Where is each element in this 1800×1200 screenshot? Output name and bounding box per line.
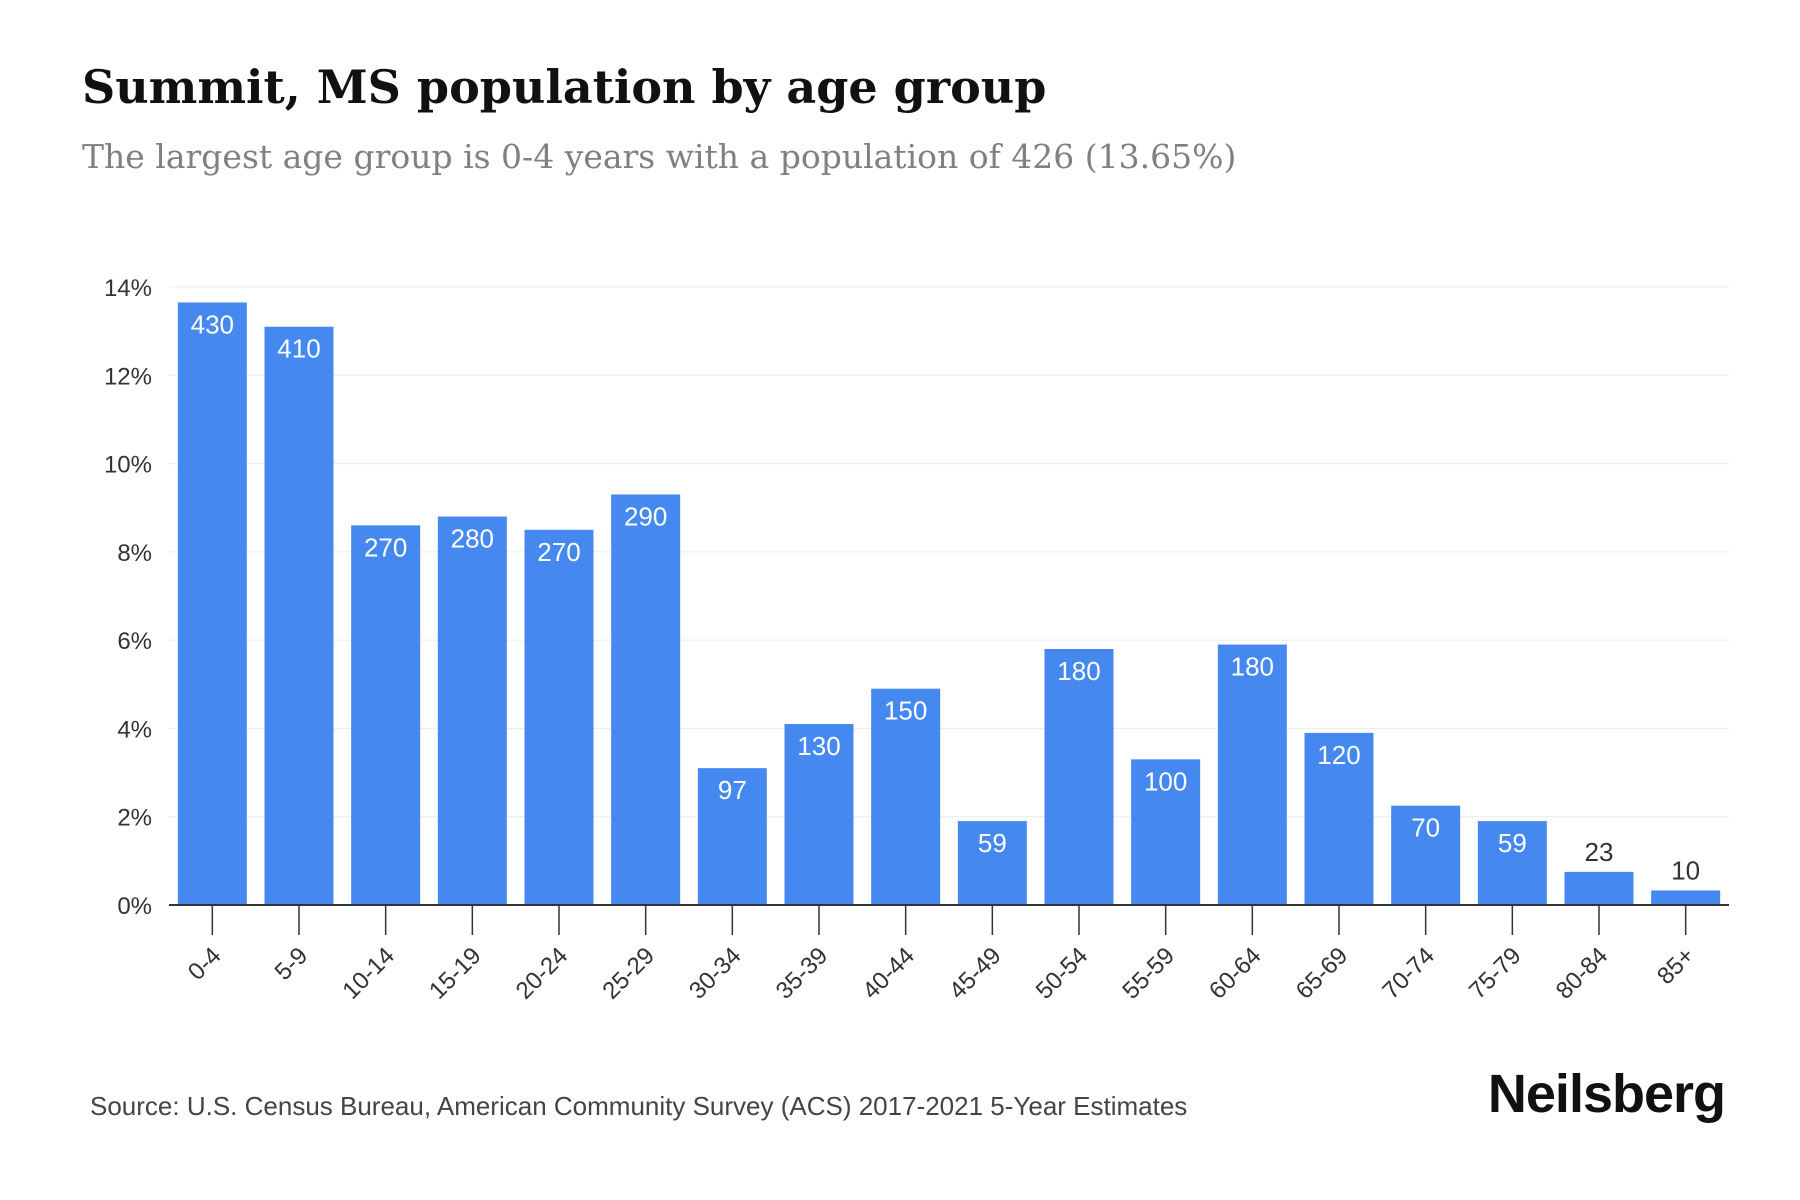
bar-20-24 xyxy=(524,529,594,905)
bar-15-19 xyxy=(437,516,507,905)
y-tick-label: 12% xyxy=(104,363,152,390)
chart-title: Summit, MS population by age group xyxy=(82,60,1047,114)
brand-logo: Neilsberg xyxy=(1487,1064,1726,1124)
bar-10-14 xyxy=(351,525,421,905)
x-tick-label: 70-74 xyxy=(1377,942,1440,1005)
bar-value-label: 180 xyxy=(1057,656,1100,686)
bar-55-59 xyxy=(1131,759,1201,905)
x-tick-label: 60-64 xyxy=(1204,942,1267,1005)
bar-value-label: 290 xyxy=(624,501,667,531)
bars xyxy=(177,302,1721,905)
y-tick-label: 14% xyxy=(104,275,152,302)
x-tick-label: 80-84 xyxy=(1551,942,1614,1005)
bar-50-54 xyxy=(1044,648,1114,905)
bar-value-label: 97 xyxy=(718,775,747,805)
bar-25-29 xyxy=(611,494,681,905)
x-tick-label: 45-49 xyxy=(944,942,1007,1005)
y-axis-ticks: 0% 2% 4% 6% 8% 10% 12% 14% xyxy=(104,275,152,920)
x-tick-label: 85+ xyxy=(1652,942,1700,990)
bar-value-labels: 430 410 270 280 270 290 97 130 150 59 180 100 180 120… xyxy=(191,309,1700,885)
bar-value-label: 59 xyxy=(1498,828,1527,858)
bar-value-label: 150 xyxy=(884,696,927,726)
x-tick-label: 0-4 xyxy=(183,942,227,986)
x-tick-label: 40-44 xyxy=(857,942,920,1005)
bar-30-34 xyxy=(697,768,767,905)
y-tick-label: 8% xyxy=(117,540,152,567)
y-tick-label: 10% xyxy=(104,452,152,479)
x-tick-label: 75-79 xyxy=(1464,942,1527,1005)
bar-35-39 xyxy=(784,724,854,905)
bar-value-label: 120 xyxy=(1317,740,1360,770)
chart-subtitle: The largest age group is 0-4 years with … xyxy=(82,137,1237,176)
bar-value-label: 270 xyxy=(537,537,580,567)
bar-value-label: 23 xyxy=(1585,837,1614,867)
x-tick-label: 55-59 xyxy=(1117,942,1180,1005)
bar-value-label: 430 xyxy=(191,309,234,339)
gridlines xyxy=(169,286,1729,818)
bar-value-label: 410 xyxy=(277,334,320,364)
x-tick-label: 50-54 xyxy=(1031,942,1094,1005)
bar-value-label: 70 xyxy=(1411,813,1440,843)
bar-45-49 xyxy=(957,821,1027,905)
bar-value-label: 10 xyxy=(1671,855,1700,885)
x-tick-label: 25-29 xyxy=(597,942,660,1005)
bar-75-79 xyxy=(1477,821,1547,905)
bar-value-label: 59 xyxy=(978,828,1007,858)
bar-5-9 xyxy=(264,326,334,905)
bar-40-44 xyxy=(871,688,941,905)
bar-value-label: 130 xyxy=(797,731,840,761)
bar-70-74 xyxy=(1391,805,1461,905)
x-tick-label: 35-39 xyxy=(771,942,834,1005)
x-tick-label: 10-14 xyxy=(337,942,400,1005)
bar-value-label: 270 xyxy=(364,532,407,562)
y-tick-label: 6% xyxy=(117,628,152,655)
x-tick-label: 15-19 xyxy=(424,942,487,1005)
y-tick-label: 4% xyxy=(117,716,152,743)
x-axis-ticks: 0-4 5-9 10-14 15-19 20-24 25-29 30-34 35-39 40-4… xyxy=(183,905,1700,1005)
x-tick-label: 5-9 xyxy=(270,942,314,986)
bar-65-69 xyxy=(1304,732,1374,905)
x-tick-label: 65-69 xyxy=(1291,942,1354,1005)
bar-0-4 xyxy=(177,302,247,905)
bar-85+ xyxy=(1651,890,1721,905)
bar-value-label: 180 xyxy=(1231,652,1274,682)
bar-value-label: 280 xyxy=(451,524,494,554)
y-tick-label: 0% xyxy=(117,893,152,920)
source-note: Source: U.S. Census Bureau, American Com… xyxy=(90,1091,1188,1121)
x-tick-label: 20-24 xyxy=(511,942,574,1005)
bar-60-64 xyxy=(1217,644,1287,905)
x-tick-label: 30-34 xyxy=(684,942,747,1005)
y-tick-label: 2% xyxy=(117,805,152,832)
bar-80-84 xyxy=(1564,871,1634,905)
bar-value-label: 100 xyxy=(1144,766,1187,796)
